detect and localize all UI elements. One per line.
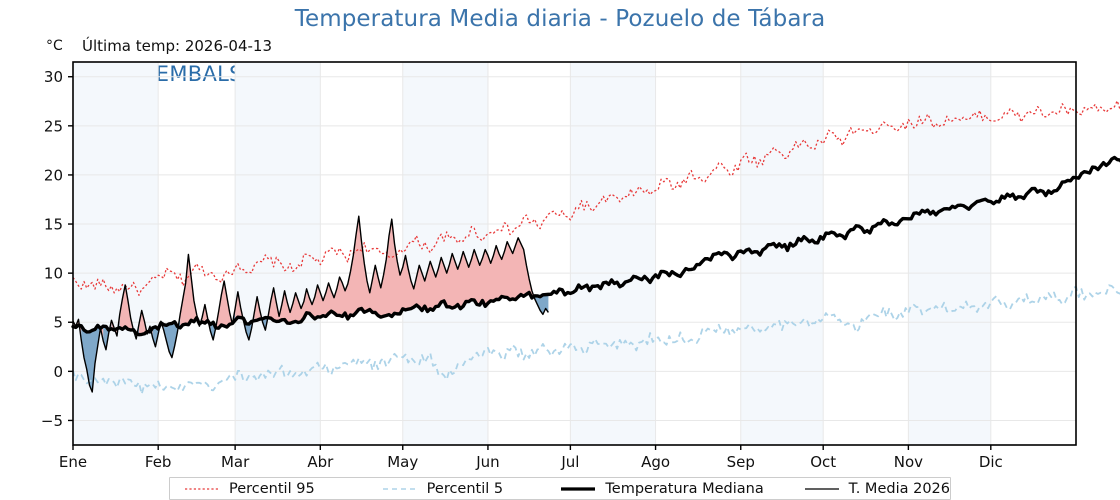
x-tick-label: Dic [979,453,1003,471]
legend-item-label: Percentil 5 [426,480,504,497]
x-tick-label: Ene [59,453,87,471]
x-tick-label: Abr [307,453,334,471]
legend-swatch [804,487,839,490]
fill-above-median [180,254,200,328]
y-tick-label: 5 [53,314,63,332]
legend-item-t-media-2026[interactable]: T. Media 2026 [796,478,950,499]
y-tick-label: −5 [41,412,63,430]
series-t-media-2026 [72,215,549,393]
x-tick-label: May [387,453,418,471]
x-axis: Ene Feb Mar Abr May Jun Jul Ago Sep Oct Nov Dic [59,445,1003,471]
y-tick-label: 0 [53,363,63,381]
legend-swatch [561,486,596,491]
y-tick-label: 30 [44,68,63,86]
x-tick-label: Jun [475,453,499,471]
chart-legend: Percentil 95 Percentil 5 Temperatura Media… [169,477,951,500]
y-tick-label: 25 [44,117,63,135]
gridlines [73,62,1076,445]
legend-item-label: T. Media 2026 [848,480,950,497]
x-tick-label: Jul [560,453,579,471]
legend-item-label: Percentil 95 [229,480,315,497]
month-band [570,62,656,445]
fill-below-median [163,314,181,358]
x-tick-label: Sep [727,453,755,471]
month-band [235,62,321,445]
legend-item-percentil-95[interactable]: Percentil 95 [170,478,374,499]
plot-frame [72,61,1077,446]
legend-item-label: Temperatura Mediana [605,480,764,497]
x-tick-label: Feb [145,453,172,471]
series-percentil-5 [72,284,1120,396]
series-temperatura-mediana [71,155,1120,337]
fill-below-median [243,312,255,340]
page-title: Temperatura Media diaria - Pozuelo de Tá… [294,6,826,32]
legend-item-temperatura-mediana[interactable]: Temperatura Mediana [552,478,795,499]
y-axis: −5 0 5 10 15 20 25 30 [41,68,73,430]
x-tick-label: Mar [221,453,250,471]
legend-swatch [185,487,219,490]
y-tick-label: 10 [44,265,63,283]
y-axis-unit-label: °C [46,38,63,54]
x-tick-label: Nov [894,453,923,471]
x-tick-label: Ago [641,453,670,471]
fill-below-median [81,325,101,392]
y-tick-label: 15 [44,216,63,234]
month-band [73,62,159,445]
legend-item-percentil-5[interactable]: Percentil 5 [374,478,553,499]
y-tick-label: 20 [44,166,63,184]
fill-above-median [215,281,233,329]
x-tick-label: Oct [810,453,836,471]
legend-swatch [382,487,417,490]
last-temp-label: Última temp: 2026-04-13 [82,37,273,55]
fill-above-median [202,304,211,332]
month-bands [73,62,991,445]
